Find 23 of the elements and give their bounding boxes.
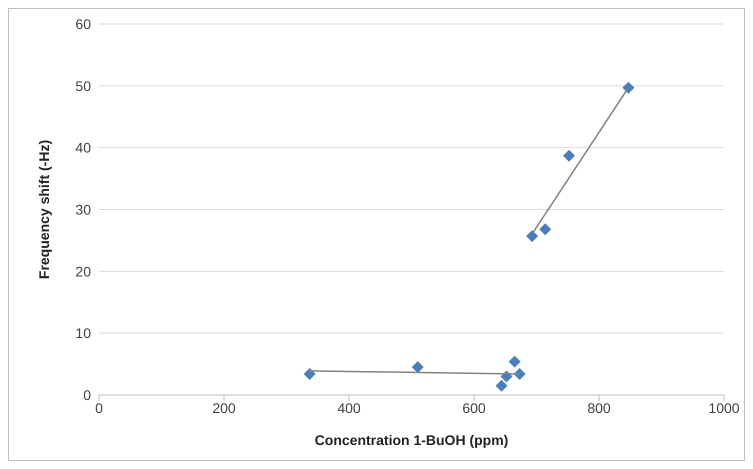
- y-tick-label: 40: [75, 140, 92, 156]
- x-axis-title: Concentration 1-BuOH (ppm): [314, 432, 508, 448]
- x-tick-label: 600: [462, 400, 486, 416]
- point: [622, 82, 634, 94]
- y-tick-label: 50: [75, 78, 92, 94]
- point: [508, 356, 521, 368]
- y-tick-label: 0: [83, 386, 92, 403]
- x-tick-label: 1000: [708, 400, 740, 416]
- x-tick-label: 800: [587, 400, 611, 416]
- point: [412, 361, 424, 374]
- point: [496, 380, 508, 392]
- point: [563, 150, 575, 162]
- y-tick-label: 20: [75, 263, 92, 280]
- point: [304, 368, 316, 380]
- point: [539, 223, 552, 236]
- y-axis-title: Frequency shift (-Hz): [36, 140, 52, 280]
- x-tick-label: 400: [337, 400, 361, 416]
- y-tick-label: 60: [75, 16, 92, 32]
- x-tick-label: 200: [212, 400, 236, 416]
- x-tick-label: 0: [95, 400, 104, 416]
- y-tick-label: 10: [75, 325, 92, 342]
- y-tick-label: 30: [75, 201, 92, 218]
- point: [526, 230, 538, 242]
